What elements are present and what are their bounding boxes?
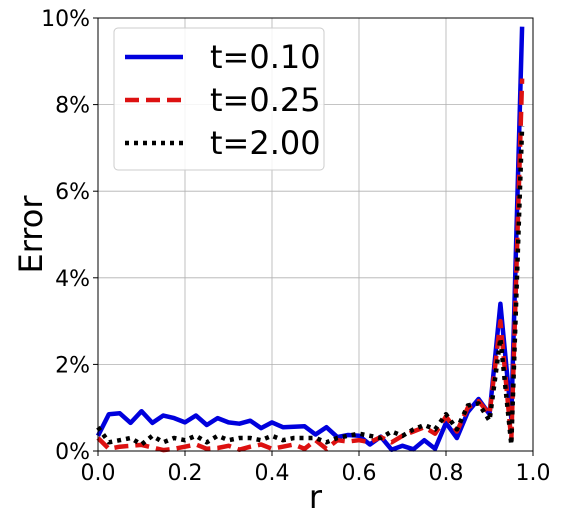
y-tick-label: 4% xyxy=(55,267,90,292)
y-axis-label: Error xyxy=(12,195,50,274)
tick-layer: 0.0 0.2 0.4 0.6 0.8 1.0 0% 2% 4% 6% 8% 10% xyxy=(41,7,550,486)
x-tick-label: 0.2 xyxy=(168,461,203,486)
legend-label-3: t=2.00 xyxy=(210,124,321,162)
x-tick-label: 0.6 xyxy=(342,461,377,486)
series-line-1 xyxy=(95,26,525,452)
legend-label-1: t=0.10 xyxy=(210,38,321,76)
legend: t=0.10 t=0.25 t=2.00 xyxy=(113,27,325,171)
series-line-2 xyxy=(96,78,525,453)
y-tick-label: 8% xyxy=(55,94,90,119)
x-tick-label: 0.8 xyxy=(429,461,464,486)
x-tick-label: 0.4 xyxy=(255,461,290,486)
y-tick-label: 0% xyxy=(55,440,90,465)
y-tick-label: 2% xyxy=(55,353,90,378)
legend-label-2: t=0.25 xyxy=(210,81,321,119)
series-line-3 xyxy=(96,126,525,447)
y-tick-label: 10% xyxy=(41,7,90,32)
plot-frame xyxy=(97,17,534,452)
x-axis-label: r xyxy=(309,478,323,516)
x-tick-label: 0.0 xyxy=(81,461,116,486)
y-tick-label: 6% xyxy=(55,180,90,205)
series-layer xyxy=(95,26,525,453)
x-tick-label: 1.0 xyxy=(516,461,551,486)
legend-box xyxy=(113,27,325,171)
